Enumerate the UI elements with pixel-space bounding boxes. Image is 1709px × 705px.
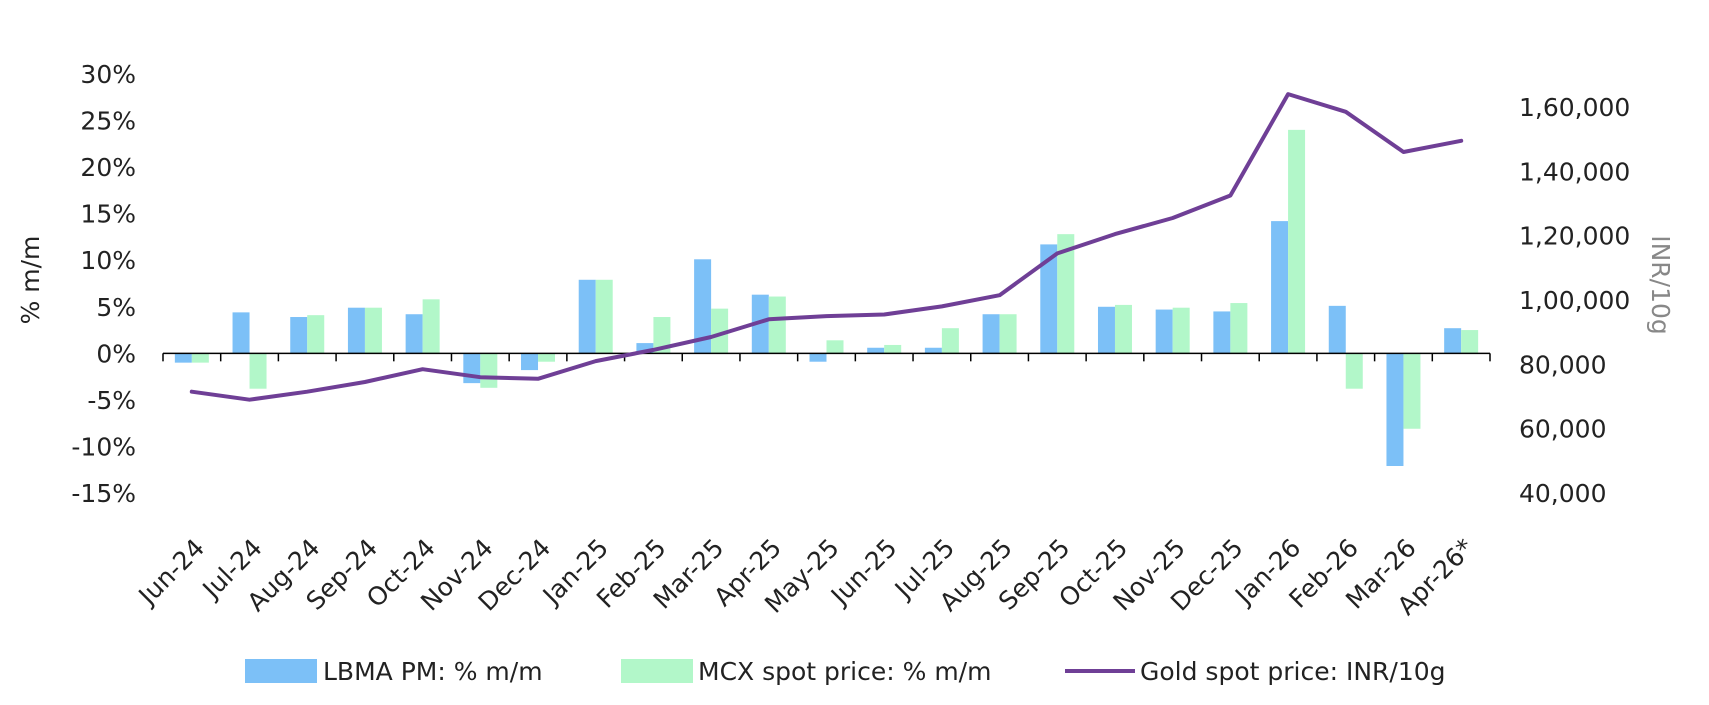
mcx-bar [653,317,671,354]
lbma-bar [1328,305,1346,354]
y-tick-label: 30% [80,60,136,89]
lbma-bar [174,353,192,363]
mcx-bar [768,296,786,354]
mcx-bar [711,308,729,354]
lbma-bar [521,353,539,371]
y2-tick-label: 1,40,000 [1519,157,1630,186]
y2-axis-title: INR/10g [1646,235,1675,335]
lbma-bar [1155,309,1173,354]
mcx-bar [1345,353,1363,389]
mcx-bar [1403,353,1421,429]
lbma-bar [1040,244,1058,354]
lbma-bar [867,347,885,354]
legend-label-mcx: MCX spot price: % m/m [698,657,991,686]
y-tick-label: 0% [96,339,136,368]
lbma-bar [1386,353,1404,466]
mcx-bar [884,344,902,354]
y2-tick-label: 1,60,000 [1519,93,1630,122]
y-tick-label: 20% [80,153,136,182]
mcx-bar [1288,129,1306,354]
y2-tick-label: 40,000 [1519,479,1606,508]
y-tick-label: 10% [80,246,136,275]
y2-tick-label: 80,000 [1519,350,1606,379]
lbma-bar [751,294,769,354]
mcx-bar [826,340,844,354]
mcx-bar [941,328,959,354]
y-tick-label: -5% [87,386,136,415]
mcx-bar [538,353,556,362]
legend-label-gold: Gold spot price: INR/10g [1140,657,1446,686]
mcx-bar [480,353,498,388]
mcx-bar [307,315,325,354]
mcx-bar [1172,307,1190,354]
lbma-bar [809,353,827,362]
y-tick-label: 25% [80,107,136,136]
mcx-bar [1230,303,1248,354]
lbma-bar [694,259,712,354]
lbma-bar [636,343,654,354]
y-tick-label: 5% [96,293,136,322]
legend-swatch-lbma [245,659,317,683]
lbma-bar [924,347,942,354]
y-tick-label: -10% [71,432,136,461]
mcx-bar [364,307,382,354]
y2-tick-label: 1,20,000 [1519,222,1630,251]
gold-price-line [189,92,1464,402]
legend-swatch-mcx [621,659,693,683]
y-tick-label: -15% [71,479,136,508]
y-tick-label: 15% [80,200,136,229]
mcx-bar [422,299,440,354]
lbma-bar [347,307,365,354]
y2-tick-label: 60,000 [1519,415,1606,444]
mcx-bar [249,353,267,389]
legend-label-lbma: LBMA PM: % m/m [323,657,543,686]
lbma-bar [982,314,1000,354]
mcx-bar [999,314,1017,354]
y-axis-title: % m/m [16,236,45,325]
mcx-bar [191,353,209,363]
mcx-bar [1461,330,1479,354]
x-tick-label: Jun-24 [132,533,210,611]
mcx-bar [1057,234,1075,354]
lbma-bar [1444,328,1462,354]
mcx-bar [595,279,613,354]
lbma-bar [578,279,596,354]
mcx-bar [1114,304,1132,354]
lbma-bar [1271,221,1289,354]
lbma-bar [290,317,308,354]
lbma-bar [1097,306,1115,354]
lbma-bar [232,312,250,354]
lbma-bar [1213,311,1231,354]
y2-tick-label: 1,00,000 [1519,286,1630,315]
lbma-bar [405,314,423,354]
